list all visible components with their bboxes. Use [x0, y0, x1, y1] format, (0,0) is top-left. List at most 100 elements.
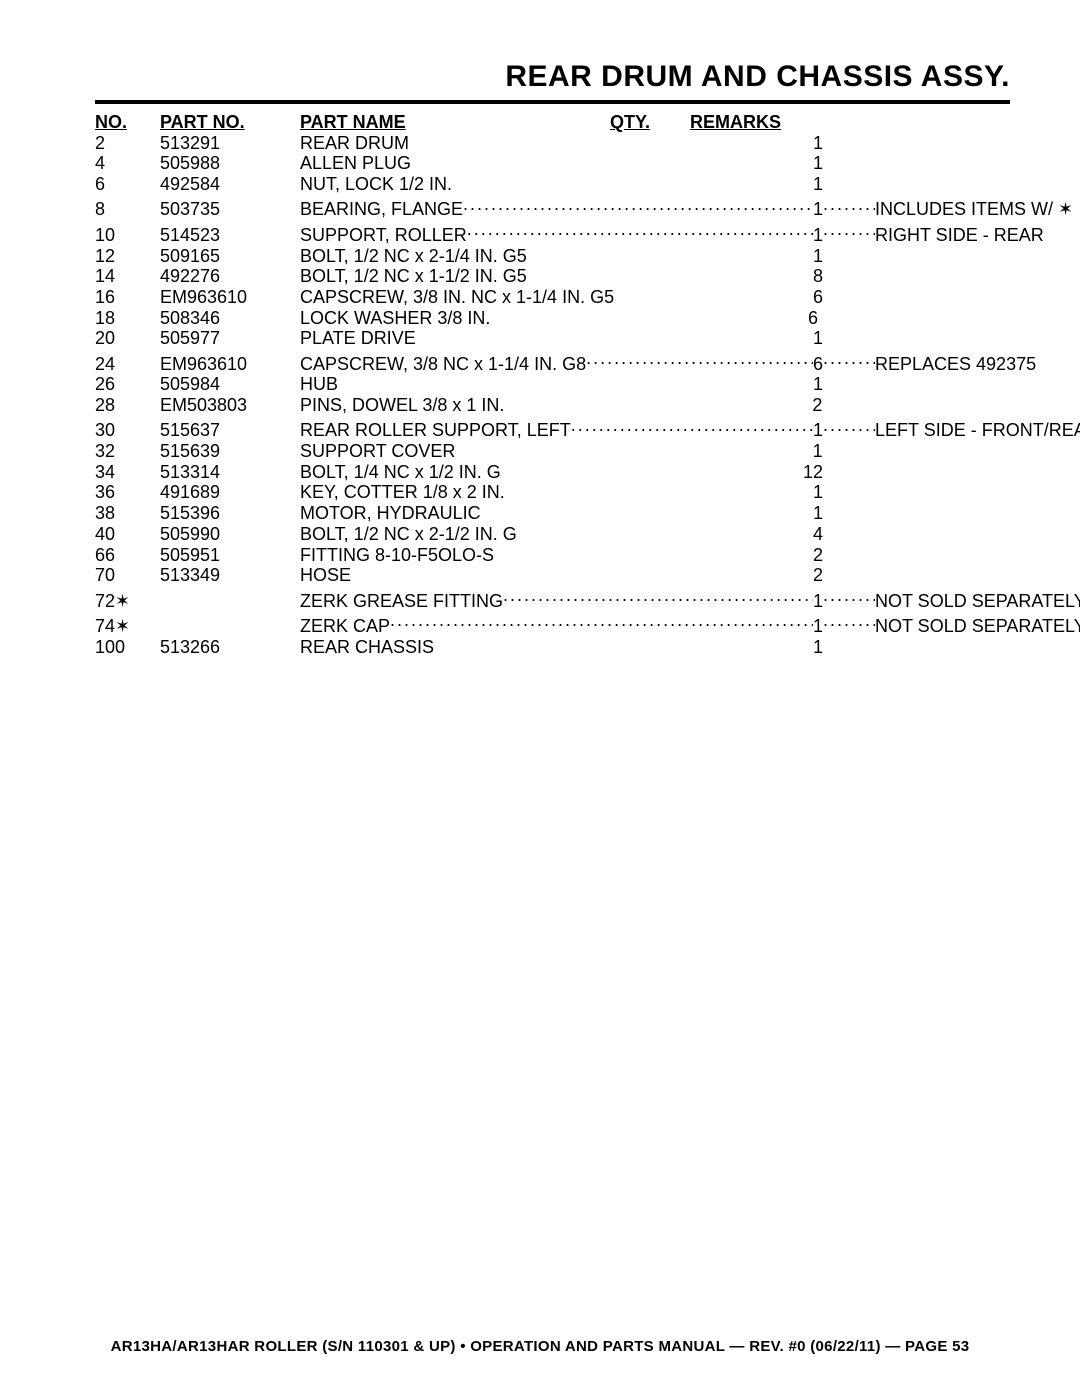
cell-qty: 1	[813, 374, 823, 395]
dot-leader	[823, 220, 875, 241]
cell-partname: REAR DRUM	[300, 133, 409, 154]
cell-partno: 505951	[160, 545, 300, 566]
cell-no: 32	[95, 441, 160, 462]
cell-partname: HUB	[300, 374, 338, 395]
cell-qty: 1	[813, 482, 823, 503]
cell-partno: 514523	[160, 225, 300, 246]
cell-partname: BEARING, FLANGE	[300, 199, 463, 220]
cell-partno: 492584	[160, 174, 300, 195]
table-row: 28EM503803PINS, DOWEL 3/8 x 1 IN.2	[95, 395, 1010, 416]
cell-no: 70	[95, 565, 160, 586]
dot-leader	[467, 220, 813, 241]
cell-qty: 1	[813, 616, 823, 637]
dot-leader	[823, 611, 875, 632]
cell-qty: 1	[813, 174, 823, 195]
cell-partno: 505990	[160, 524, 300, 545]
dot-leader	[823, 195, 875, 216]
dot-leader	[390, 611, 813, 632]
table-row: 66505951FITTING 8-10-F5OLO-S 2	[95, 545, 1010, 566]
cell-partname: BOLT, 1/2 NC x 1-1/2 IN. G5	[300, 266, 527, 287]
cell-remarks: REPLACES 492375	[875, 354, 1036, 375]
table-row: 74✶ZERK CAP1NOT SOLD SEPARATELY	[95, 611, 1010, 636]
cell-no: 20	[95, 328, 160, 349]
cell-partno: 509165	[160, 246, 300, 267]
table-row: 24EM963610CAPSCREW, 3/8 NC x 1-1/4 IN. G…	[95, 349, 1010, 374]
table-row: 4505988ALLEN PLUG1	[95, 153, 1010, 174]
header-qty: QTY.	[610, 112, 690, 133]
dot-leader	[823, 349, 875, 370]
cell-qty: 2	[813, 565, 823, 586]
cell-partno: 513349	[160, 565, 300, 586]
cell-partname: PINS, DOWEL 3/8 x 1 IN.	[300, 395, 504, 416]
cell-partno: EM503803	[160, 395, 300, 416]
cell-partname: REAR ROLLER SUPPORT, LEFT	[300, 420, 571, 441]
cell-partno: EM963610	[160, 287, 300, 308]
cell-partname: ZERK GREASE FITTING	[300, 591, 503, 612]
table-row: 16EM963610CAPSCREW, 3/8 IN. NC x 1-1/4 I…	[95, 287, 1010, 308]
cell-qty: 1	[813, 328, 823, 349]
table-row: 36491689KEY, COTTER 1/8 x 2 IN.1	[95, 482, 1010, 503]
cell-partno: 515637	[160, 420, 300, 441]
cell-remarks: LEFT SIDE - FRONT/REAR	[875, 420, 1080, 441]
cell-partname: FITTING 8-10-F5OLO-S	[300, 545, 494, 566]
page: REAR DRUM AND CHASSIS ASSY. NO. PART NO.…	[0, 0, 1080, 1397]
cell-no: 12	[95, 246, 160, 267]
cell-no: 10	[95, 225, 160, 246]
table-row: 26505984HUB1	[95, 374, 1010, 395]
table-row: 72✶ZERK GREASE FITTING1NOT SOLD SEPARATE…	[95, 586, 1010, 611]
cell-partname: HOSE	[300, 565, 351, 586]
dot-leader	[586, 349, 813, 370]
cell-qty: 1	[813, 246, 823, 267]
cell-no: 28	[95, 395, 160, 416]
cell-partname: BOLT, 1/4 NC x 1/2 IN. G	[300, 462, 501, 483]
cell-partname: ALLEN PLUG	[300, 153, 411, 174]
cell-no: 4	[95, 153, 160, 174]
table-row: 40505990BOLT, 1/2 NC x 2-1/2 IN. G4	[95, 524, 1010, 545]
cell-partname: REAR CHASSIS	[300, 637, 434, 658]
cell-partname: BOLT, 1/2 NC x 2-1/2 IN. G	[300, 524, 517, 545]
table-row: 34513314BOLT, 1/4 NC x 1/2 IN. G12	[95, 462, 1010, 483]
page-title: REAR DRUM AND CHASSIS ASSY.	[95, 60, 1010, 94]
cell-partno: 491689	[160, 482, 300, 503]
cell-no: 14	[95, 266, 160, 287]
parts-table: NO. PART NO. PART NAME QTY. REMARKS 2513…	[95, 112, 1010, 657]
cell-no: 16	[95, 287, 160, 308]
cell-no: 66	[95, 545, 160, 566]
cell-no: 74✶	[95, 616, 160, 637]
cell-remarks: INCLUDES ITEMS W/ ✶	[875, 199, 1073, 220]
dot-leader	[823, 586, 875, 607]
cell-qty: 2	[813, 545, 823, 566]
header-name: PART NAME	[300, 112, 610, 133]
cell-partname: CAPSCREW, 3/8 IN. NC x 1-1/4 IN. G5	[300, 287, 614, 308]
table-row: 70513349HOSE 2	[95, 565, 1010, 586]
dot-leader	[571, 416, 813, 437]
table-row: 8503735BEARING, FLANGE1INCLUDES ITEMS W/…	[95, 195, 1010, 220]
cell-partname: PLATE DRIVE	[300, 328, 416, 349]
cell-partname: CAPSCREW, 3/8 NC x 1-1/4 IN. G8	[300, 354, 586, 375]
cell-qty: 1	[813, 420, 823, 441]
cell-partname: ZERK CAP	[300, 616, 390, 637]
cell-no: 30	[95, 420, 160, 441]
cell-qty: 6	[813, 287, 823, 308]
cell-qty: 6	[813, 354, 823, 375]
table-row: 6492584NUT, LOCK 1/2 IN.1	[95, 174, 1010, 195]
cell-no: 38	[95, 503, 160, 524]
table-row: 20505977PLATE DRIVE1	[95, 328, 1010, 349]
table-row: 14492276BOLT, 1/2 NC x 1-1/2 IN. G58	[95, 266, 1010, 287]
cell-no: 40	[95, 524, 160, 545]
cell-qty: 1	[813, 503, 823, 524]
header-remarks: REMARKS	[690, 112, 1010, 133]
cell-no: 24	[95, 354, 160, 375]
cell-partno: 513314	[160, 462, 300, 483]
cell-qty: 1	[813, 225, 823, 246]
table-body: 2513291REAR DRUM14505988ALLEN PLUG164925…	[95, 133, 1010, 658]
dot-leader	[503, 586, 813, 607]
cell-partno: 513266	[160, 637, 300, 658]
cell-partno: 515639	[160, 441, 300, 462]
cell-no: 2	[95, 133, 160, 154]
cell-qty: 6	[808, 308, 818, 329]
cell-partname: BOLT, 1/2 NC x 2-1/4 IN. G5	[300, 246, 527, 267]
table-row: 12509165BOLT, 1/2 NC x 2-1/4 IN. G5 1	[95, 246, 1010, 267]
cell-partno: 492276	[160, 266, 300, 287]
table-row: 2513291REAR DRUM1	[95, 133, 1010, 154]
